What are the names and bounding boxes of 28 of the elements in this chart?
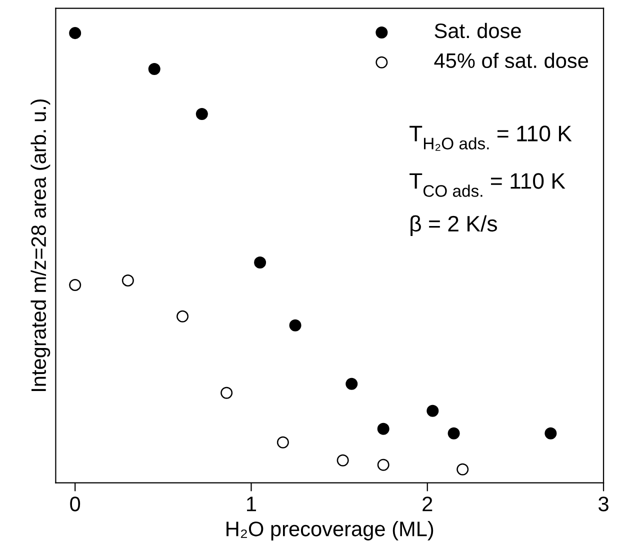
annotation: TH₂O ads. = 110 K (410, 126, 572, 151)
point (196, 108, 208, 120)
x-tick-label: 0 (70, 496, 80, 512)
point (254, 256, 266, 268)
point (148, 63, 160, 76)
point (122, 274, 134, 286)
point (276, 436, 289, 448)
point (448, 427, 460, 440)
annotation: β = 2 K/s (410, 215, 497, 236)
point (289, 319, 302, 332)
point (69, 278, 82, 291)
point (220, 386, 233, 399)
point (346, 378, 358, 390)
point (456, 463, 469, 476)
legend-label: Sat. dose (434, 22, 521, 38)
x-tick-label: 1 (247, 496, 256, 512)
x-axis-title: H₂O precoverage (ML) (226, 521, 434, 540)
point (377, 422, 390, 435)
point (544, 427, 557, 440)
point (377, 458, 390, 471)
x-tick-label: 2 (422, 496, 432, 512)
point (176, 310, 189, 322)
legend-label: 45% of sat. dose (434, 52, 588, 68)
point (69, 27, 82, 40)
point (426, 404, 439, 417)
point (336, 454, 349, 466)
y-axis-title: Integrated m/z=28 area (arb. u.) (30, 100, 50, 392)
x-tick-label: 3 (598, 496, 608, 512)
